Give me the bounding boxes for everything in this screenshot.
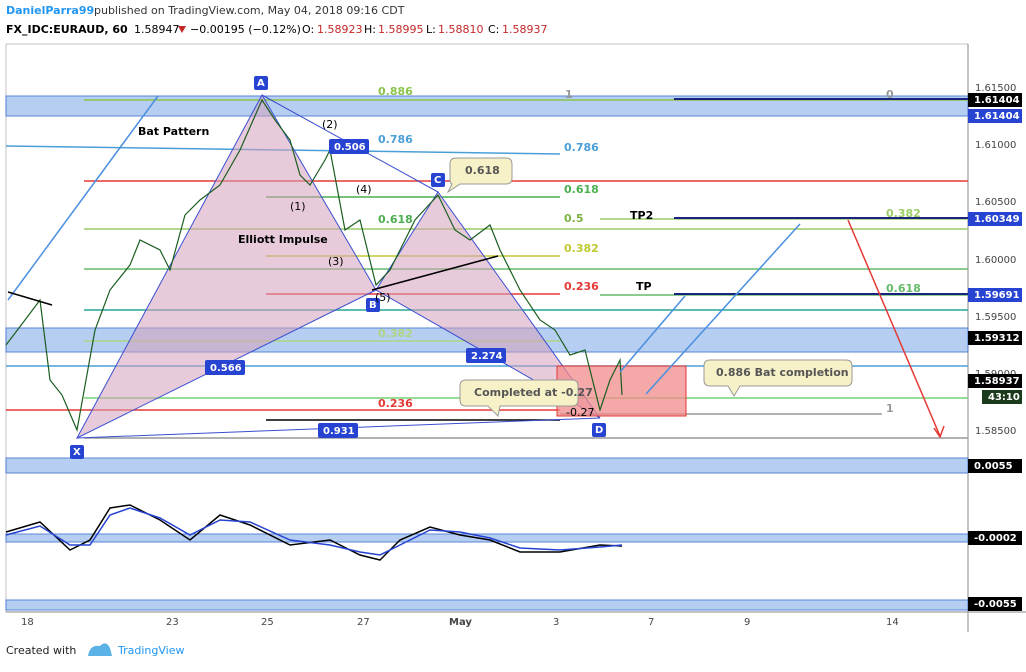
c-label: C: <box>488 23 499 36</box>
price-tick: 1.58500 <box>975 426 1016 437</box>
callout: -0.27 <box>566 406 594 419</box>
fib-label: 0.886 <box>378 85 413 98</box>
fib-label: 0.618 <box>378 213 413 226</box>
o-label: O: <box>302 23 314 36</box>
price-path <box>5 98 623 433</box>
callout: 0.618 <box>465 164 500 177</box>
date-tick: 3 <box>553 617 559 628</box>
point-labels: A B C D X <box>70 76 606 459</box>
arrows <box>7 95 945 439</box>
date-tick: 23 <box>166 617 179 628</box>
o: 1.58923 <box>317 23 363 36</box>
h-label: H: <box>364 23 376 36</box>
fib-label: 0.786 <box>378 133 413 146</box>
price-tick: 1.60000 <box>975 255 1016 266</box>
fib-label: 0.382 <box>378 327 413 340</box>
fib-labels: 0.886 1 0 0.786 0.786 0.618 0.5 0.382 0.… <box>378 85 921 415</box>
l: 1.58810 <box>438 23 484 36</box>
callouts: 0.618 Completed at -0.27 -0.27 0.886 Bat… <box>446 157 853 419</box>
point: B <box>369 300 377 311</box>
date-tick: 7 <box>648 617 654 628</box>
price-tick: 1.61000 <box>975 140 1016 151</box>
point: C <box>434 175 441 186</box>
footer: Created with TradingView <box>6 643 184 657</box>
fib-label: 0 <box>886 88 894 101</box>
tp2: TP2 <box>630 209 653 222</box>
published: published on TradingView.com, May 04, 20… <box>94 4 405 17</box>
badge: 0.0055 <box>974 461 1013 472</box>
impulse-label: Elliott Impulse <box>238 233 328 246</box>
ratio: 0.506 <box>334 142 366 153</box>
tp: TP <box>636 280 652 293</box>
badge: 1.59691 <box>974 290 1020 301</box>
date-axis: 18 23 25 27 May 3 7 9 14 <box>21 617 899 628</box>
price-tick: 1.60500 <box>975 197 1016 208</box>
date-tick: 25 <box>261 617 274 628</box>
pattern-title: Bat Pattern <box>138 125 209 138</box>
ratio: 2.274 <box>471 351 503 362</box>
badge: -0.0002 <box>974 533 1017 544</box>
badge: 1.61404 <box>974 95 1020 106</box>
date-tick: 9 <box>744 617 750 628</box>
l-label: L: <box>426 23 436 36</box>
fib-label: 0.236 <box>378 397 413 410</box>
fib-label: 1 <box>565 88 573 101</box>
user[interactable]: DanielParra99 <box>6 4 94 17</box>
badge: 1.61404 <box>974 111 1020 122</box>
wave: (3) <box>328 255 344 268</box>
change: −0.00195 (−0.12%) <box>190 23 301 36</box>
callout: Completed at -0.27 <box>474 386 593 399</box>
date-tick: 18 <box>21 617 34 628</box>
fib-label: 1 <box>886 402 894 415</box>
fib-label: 0.5 <box>564 212 584 225</box>
fib-label: 0.786 <box>564 141 599 154</box>
wave: (5) <box>375 291 391 304</box>
symbol: FX_IDC:EURAUD, 60 <box>6 23 128 36</box>
point: X <box>73 447 81 458</box>
ratio: 0.566 <box>210 363 242 374</box>
footer-brand[interactable]: TradingView <box>117 644 184 657</box>
logo <box>88 643 112 656</box>
date-tick: May <box>449 617 472 628</box>
c: 1.58937 <box>502 23 548 36</box>
fib-label: 0.382 <box>886 207 921 220</box>
down-arrow <box>178 26 186 33</box>
badge: -0.0055 <box>974 599 1017 610</box>
wave: (1) <box>290 200 306 213</box>
price-tick: 1.61500 <box>975 83 1016 94</box>
badge: 1.59312 <box>974 333 1020 344</box>
badge: 1.60349 <box>974 214 1020 225</box>
point: D <box>595 425 603 436</box>
footer-text: Created with <box>6 644 76 657</box>
date-tick: 14 <box>886 617 899 628</box>
ratios: 0.506 0.566 2.274 0.931 <box>205 139 506 438</box>
oscillator <box>5 504 623 561</box>
fib-label: 0.618 <box>564 183 599 196</box>
price-tick: 1.59500 <box>975 312 1016 323</box>
callout: 0.886 Bat completion <box>716 366 849 379</box>
wave: (4) <box>356 183 372 196</box>
fib-label: 0.236 <box>564 280 599 293</box>
point: A <box>257 78 265 89</box>
badge: 43:10 <box>988 392 1020 403</box>
ratio: 0.931 <box>323 426 355 437</box>
badges: 1.61404 1.61404 1.60349 1.59691 1.59312 … <box>968 93 1022 611</box>
fib-label: 0.382 <box>564 242 599 255</box>
fib-label: 0.618 <box>886 282 921 295</box>
h: 1.58995 <box>378 23 424 36</box>
date-tick: 27 <box>357 617 370 628</box>
wave: (2) <box>322 118 338 131</box>
badge: 1.58937 <box>974 376 1020 387</box>
last: 1.58947 <box>134 23 180 36</box>
